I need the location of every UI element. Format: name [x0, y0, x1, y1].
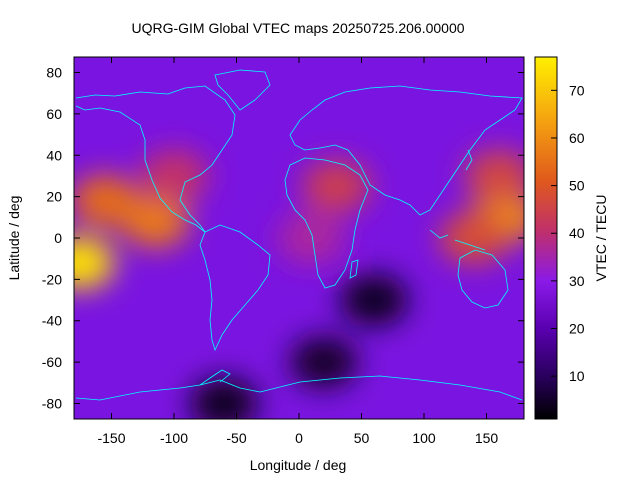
x-tick-label: 150: [475, 430, 499, 446]
coastline-antarctica: [75, 375, 523, 401]
heatmap-cell: [302, 160, 371, 213]
heatmap-cell: [74, 236, 115, 289]
y-tick-label: 80: [46, 65, 62, 81]
y-tick-label: 0: [54, 230, 62, 246]
y-tick-label: 60: [46, 106, 62, 122]
colorbar-gradient: [534, 56, 558, 420]
colorbar-tick-label: 30: [569, 273, 585, 289]
colorbar-tick-label: 10: [569, 368, 585, 384]
coastline-australia: [457, 249, 509, 309]
heatmap-cell: [440, 212, 508, 264]
x-tick-label: -100: [160, 430, 188, 446]
y-tick-label: -60: [42, 354, 62, 370]
colorbar-tick-label: 60: [569, 130, 585, 146]
heatmap-cell: [340, 274, 408, 327]
x-tick-label: 0: [295, 430, 303, 446]
heatmap-cell: [465, 149, 524, 202]
coastline-greenland: [214, 69, 271, 111]
y-tick-label: -40: [42, 313, 62, 329]
coastline-indonesia: [429, 229, 486, 251]
coastline-south-america: [199, 224, 271, 352]
heatmap-cells: [74, 149, 524, 419]
x-tick-label: 100: [412, 430, 436, 446]
coastline-north-america: [75, 85, 236, 233]
colorbar-tick-label: 40: [569, 225, 585, 241]
colorbar: 10 20 30 40 50 60 70 VTEC / TECU: [534, 56, 609, 420]
x-axis-label: Longitude / deg: [250, 457, 347, 473]
coastline-japan: [465, 149, 473, 171]
coastline-africa: [284, 157, 369, 289]
x-tick-label: -150: [97, 430, 125, 446]
colorbar-tick-label: 50: [569, 178, 585, 194]
colorbar-tick-label: 20: [569, 321, 585, 337]
y-tick-label: 20: [46, 189, 62, 205]
coastlines: [75, 69, 523, 401]
y-axis-label: Latitude / deg: [6, 196, 22, 281]
heatmap-cell: [277, 212, 346, 264]
heatmap-cell: [290, 336, 358, 389]
plot-area: [74, 57, 524, 419]
y-tick-label: -80: [42, 395, 62, 411]
colorbar-label: VTEC / TECU: [593, 195, 609, 282]
y-tick-label: -20: [42, 271, 62, 287]
chart-title: UQRG-GIM Global VTEC maps 20250725.206.0…: [131, 20, 464, 36]
x-tick-label: 50: [354, 430, 370, 446]
y-axis: -80 -60 -40 -20 0 20 40 60 80: [42, 65, 524, 411]
x-tick-label: -50: [226, 430, 246, 446]
y-tick-label: 40: [46, 147, 62, 163]
colorbar-ticks: 10 20 30 40 50 60 70: [551, 82, 585, 384]
x-axis: -150 -100 -50 0 50 100 150: [97, 57, 498, 446]
colorbar-tick-label: 70: [569, 82, 585, 98]
heatmap-cell: [140, 149, 208, 202]
coastline-madagascar: [349, 259, 359, 279]
heatmap-cell: [121, 195, 190, 248]
coastline-antarctic-peninsula: [199, 369, 231, 386]
coastline-europe-asia: [289, 85, 523, 216]
